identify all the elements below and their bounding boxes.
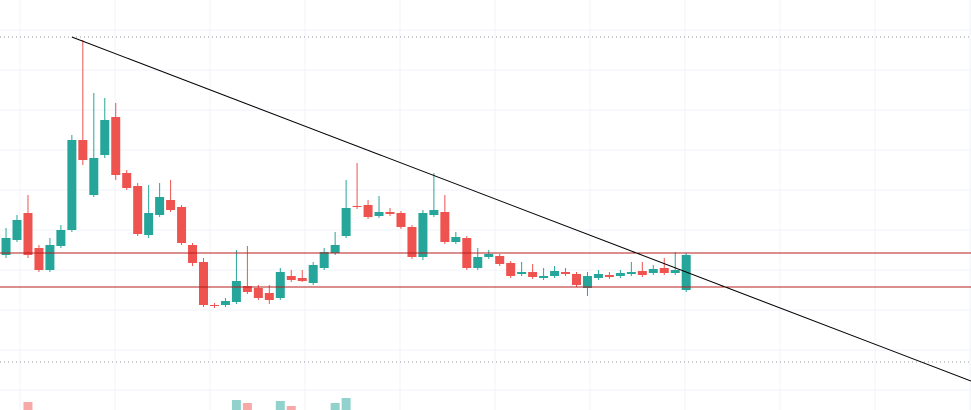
candle-body	[242, 286, 252, 292]
candle-body	[550, 271, 560, 276]
candle-body	[199, 262, 209, 305]
candle-body	[626, 272, 636, 274]
candle-body	[209, 305, 219, 306]
candle-body	[286, 276, 296, 280]
trend-line	[71, 36, 971, 382]
candle-body	[122, 173, 132, 188]
candle-body	[177, 207, 187, 243]
candle-body	[429, 210, 439, 215]
volume-bar	[275, 401, 285, 410]
candle-body	[1, 238, 11, 255]
volume-bar	[231, 400, 241, 410]
candle-body	[407, 227, 417, 257]
candle-body	[517, 272, 527, 274]
candle-body	[506, 263, 516, 276]
volume-bar	[242, 403, 252, 410]
candle-body	[352, 206, 362, 207]
candle-body	[34, 248, 44, 270]
candle-body	[528, 272, 538, 277]
candle-body	[418, 213, 428, 257]
candle-body	[495, 256, 505, 264]
candle-body	[78, 140, 88, 160]
candle-body	[275, 272, 285, 298]
candle-body	[155, 197, 165, 215]
candle-body	[56, 230, 66, 246]
candle-body	[582, 276, 592, 288]
candle-body	[144, 213, 154, 235]
volume-bar	[286, 406, 296, 410]
candle-body	[341, 208, 351, 236]
candle-body	[166, 200, 176, 210]
candle-body	[561, 272, 571, 274]
candle-body	[12, 220, 22, 240]
candle-body	[264, 293, 274, 300]
candle-body	[89, 158, 99, 195]
volume-bar	[23, 402, 33, 410]
candle-body	[451, 237, 461, 242]
candle-body	[572, 274, 582, 285]
candle-body	[648, 269, 658, 273]
candle-body	[133, 186, 143, 234]
candle-body	[637, 271, 647, 275]
candle-body	[659, 268, 669, 273]
volume-bar	[330, 403, 340, 410]
candle-body	[45, 245, 55, 270]
candle-body	[363, 205, 373, 217]
candle-body	[308, 265, 318, 283]
candle-body	[188, 245, 198, 263]
candle-body	[220, 301, 230, 305]
candle-body	[374, 212, 384, 216]
candle-body	[253, 288, 263, 298]
candle-body	[385, 212, 395, 214]
candle-body	[670, 270, 680, 273]
candle-body	[593, 274, 603, 278]
volume-bar	[341, 398, 351, 410]
candle-body	[615, 273, 625, 276]
candle-body	[604, 275, 614, 277]
candle-body	[319, 252, 329, 268]
candle-body	[473, 257, 483, 268]
candle-body	[231, 281, 241, 302]
candle-body	[330, 245, 340, 253]
candle-body	[100, 120, 110, 155]
candle-body	[67, 140, 77, 230]
candle-body	[484, 254, 494, 257]
candle-body	[539, 276, 549, 278]
candle-body	[23, 213, 33, 255]
candle-body	[297, 278, 307, 281]
candle-body	[440, 212, 450, 242]
candle-body	[396, 213, 406, 227]
candle-body	[111, 117, 121, 175]
